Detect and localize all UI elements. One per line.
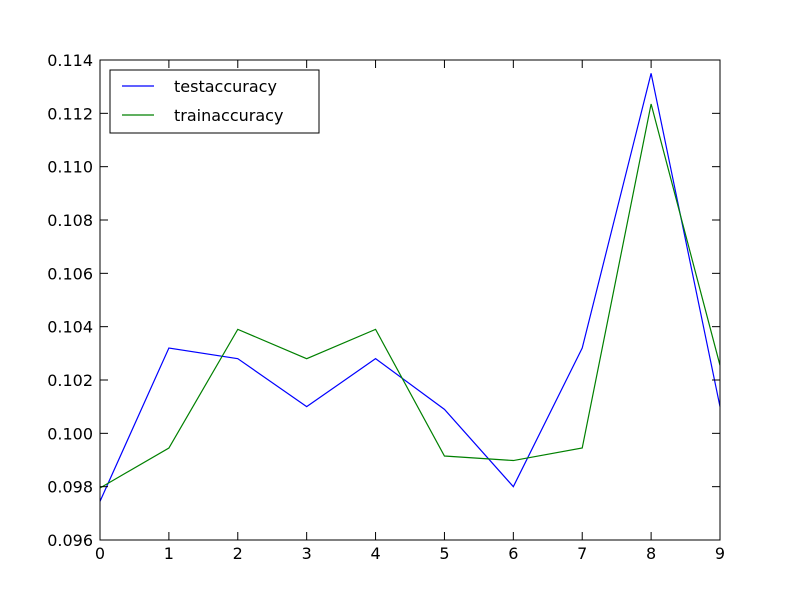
legend-label: testaccuracy [174,77,277,96]
x-tick-label: 3 [302,544,312,563]
x-tick-label: 9 [715,544,725,563]
legend-box [109,69,320,134]
x-tick-label: 7 [577,544,587,563]
y-tick-label: 0.102 [47,371,93,390]
series-line-testaccuracy [99,73,721,502]
y-tick-label: 0.104 [47,318,93,337]
x-tick-label: 6 [508,544,518,563]
x-tick-label: 5 [439,544,449,563]
plot-frame [99,59,721,541]
plot-background [100,60,720,540]
x-tick-label: 2 [233,544,243,563]
y-tick-label: 0.100 [47,424,93,443]
legend-label: trainaccuracy [174,106,283,125]
x-tick-label: 1 [164,544,174,563]
legend: testaccuracy trainaccuracy [109,69,320,134]
x-tick-label: 4 [370,544,380,563]
y-tick-label: 0.096 [47,531,93,550]
y-tick-label: 0.112 [47,104,93,123]
y-tick-label: 0.098 [47,478,93,497]
series-line-trainaccuracy [99,103,721,489]
ticks-layer: 0 1 2 3 4 5 6 7 8 9 0.096 0.098 0.100 0.102 0.104 0.106… [47,51,725,563]
y-tick-label: 0.114 [47,51,93,70]
series-layer [99,73,721,502]
x-tick-label: 8 [646,544,656,563]
y-tick-label: 0.106 [47,264,93,283]
y-tick-label: 0.110 [47,158,93,177]
y-tick-label: 0.108 [47,211,93,230]
x-tick-label: 0 [95,544,105,563]
